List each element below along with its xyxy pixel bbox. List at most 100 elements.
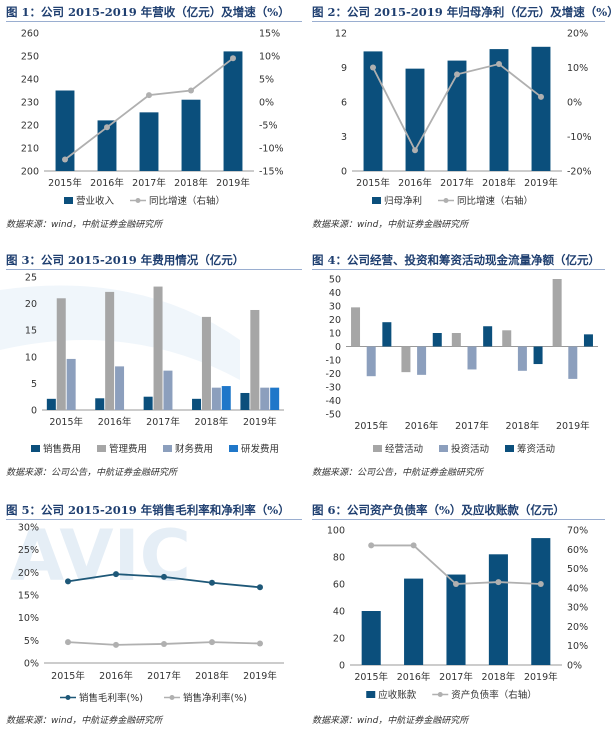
- x-tick-label: 2015年: [354, 671, 388, 683]
- source-note: 数据来源：公司公告，中航证券金融研究所: [6, 468, 178, 478]
- y-tick-label: 10%: [18, 613, 39, 624]
- bar-研发费用: [221, 386, 231, 410]
- bar-经营活动: [502, 330, 512, 347]
- y-tick-label: -10: [325, 356, 341, 367]
- y-tick-label: -5%: [259, 121, 278, 132]
- y-tick-label: 25: [25, 273, 37, 284]
- line-series-point: [62, 156, 68, 163]
- bar-营业收入: [139, 112, 159, 171]
- y-tick-label: 0%: [24, 659, 39, 670]
- bar-归母净利: [405, 68, 425, 171]
- line-series-point: [454, 71, 460, 78]
- legend-label: 同比增速（右轴）: [457, 195, 533, 207]
- x-tick-label: 2016年: [397, 671, 431, 683]
- panel-net-profit: 图 2：公司 2015-2019 年归母净利（亿元）及增速（%） 12 9 6 3 0 2…: [312, 4, 611, 230]
- y-tick-label: 10%: [259, 52, 280, 63]
- legend-swatch: [373, 445, 382, 452]
- y-tick-label: 20%: [18, 568, 39, 579]
- bar-应收账款: [446, 574, 466, 665]
- y-tick-label: 250: [21, 52, 39, 63]
- y-tick-label: 260: [21, 29, 39, 40]
- source-note: 数据来源：公司公告，中航证券金融研究所: [312, 468, 484, 478]
- chart-cashflow: 50 40 30 20 10 0 -10 -20 -30 -40 -50 2015年 2016年 2017…: [325, 275, 598, 455]
- bar-投资活动: [517, 346, 527, 371]
- bar-管理费用: [153, 286, 163, 410]
- title-divider: [6, 269, 302, 270]
- x-tick-label: 2017年: [147, 670, 181, 682]
- y-tick-label: 10: [329, 329, 341, 340]
- x-tick-label: 2019年: [524, 177, 558, 189]
- y-tick-label: 6: [341, 98, 347, 109]
- y-tick-label: 40: [333, 607, 345, 618]
- line-series-point: [257, 640, 263, 647]
- line-series-point: [161, 640, 167, 647]
- legend-swatch: [439, 445, 448, 452]
- x-tick-label: 2019年: [243, 670, 277, 682]
- legend-label: 研发费用: [241, 443, 279, 455]
- x-tick-label: 2015年: [356, 177, 390, 189]
- line-series-point: [370, 64, 376, 71]
- legend-swatch: [64, 197, 73, 204]
- x-tick-label: 2016年: [90, 177, 124, 189]
- panel-title: 图 2：公司 2015-2019 年归母净利（亿元）及增速（%）: [312, 5, 611, 19]
- legend-label: 归母净利: [384, 195, 422, 207]
- panel-title: 图 4：公司经营、投资和筹资活动现金流量净额（亿元）: [312, 253, 601, 267]
- legend-label: 经营活动: [385, 443, 423, 455]
- bar-经营活动: [552, 279, 562, 347]
- title-divider: [6, 519, 302, 520]
- y-tick-label: 50: [329, 275, 341, 286]
- legend-swatch: [505, 445, 514, 452]
- legend-label: 应收账款: [378, 689, 417, 701]
- y-tick-label: 12: [335, 29, 347, 40]
- y-tick-label: 20: [333, 634, 345, 645]
- bar-财务费用: [211, 387, 221, 410]
- bar-营业收入: [223, 51, 243, 171]
- line-series-point: [368, 542, 375, 549]
- line-series-point: [495, 579, 502, 586]
- source-note: 数据来源：wind，中航证券金融研究所: [6, 716, 163, 726]
- bar-营业收入: [97, 120, 117, 171]
- bar-管理费用: [250, 309, 260, 410]
- x-tick-label: 2015年: [51, 670, 85, 682]
- legend-label: 筹资活动: [517, 443, 555, 455]
- bar-归母净利: [447, 60, 467, 171]
- bar-归母净利: [531, 46, 551, 171]
- bar-管理费用: [201, 316, 211, 410]
- legend-marker: [135, 198, 141, 203]
- bar-销售费用: [240, 392, 250, 410]
- y-tick-label: 70%: [567, 526, 588, 537]
- line-series-point: [537, 581, 544, 587]
- panel-revenue: 图 1：公司 2015-2019 年营收（亿元）及增速（%） 260 250 240…: [6, 4, 306, 230]
- bar-投资活动: [467, 346, 477, 370]
- y-tick-label: 10%: [567, 641, 588, 652]
- panel-title: 图 1：公司 2015-2019 年营收（亿元）及增速（%）: [6, 5, 290, 19]
- y-tick-label: 50%: [567, 564, 588, 575]
- x-tick-label: 2017年: [439, 671, 473, 683]
- legend-label: 资产负债率（右轴）: [451, 689, 537, 701]
- y-tick-label: -30: [325, 383, 341, 394]
- y-tick-label: 5%: [259, 75, 274, 86]
- panel-title: 图 3：公司 2015-2019 年费用情况（亿元）: [6, 253, 245, 267]
- bar-营业收入: [181, 99, 201, 171]
- bar-经营活动: [351, 307, 361, 347]
- y-tick-label: 40%: [567, 583, 588, 594]
- bar-销售费用: [46, 398, 56, 410]
- y-tick-label: 9: [341, 63, 347, 74]
- title-divider: [312, 21, 605, 22]
- line-series-point: [113, 571, 119, 578]
- bar-销售费用: [143, 396, 153, 410]
- line-series-point: [65, 639, 71, 646]
- bar-应收账款: [531, 538, 551, 665]
- x-tick-label: 2019年: [524, 671, 558, 683]
- legend-swatch: [31, 445, 40, 452]
- bar-管理费用: [56, 298, 66, 410]
- y-tick-label: 60%: [567, 545, 588, 556]
- legend-label: 营业收入: [76, 195, 115, 207]
- y-tick-label: 15%: [259, 29, 280, 40]
- y-tick-label: 240: [21, 75, 39, 86]
- y-tick-label: -10%: [259, 144, 284, 155]
- bar-销售费用: [192, 398, 202, 410]
- x-tick-label: 2018年: [482, 671, 516, 683]
- legend-swatch: [229, 445, 238, 452]
- svg-text:AVIC: AVIC: [10, 515, 191, 597]
